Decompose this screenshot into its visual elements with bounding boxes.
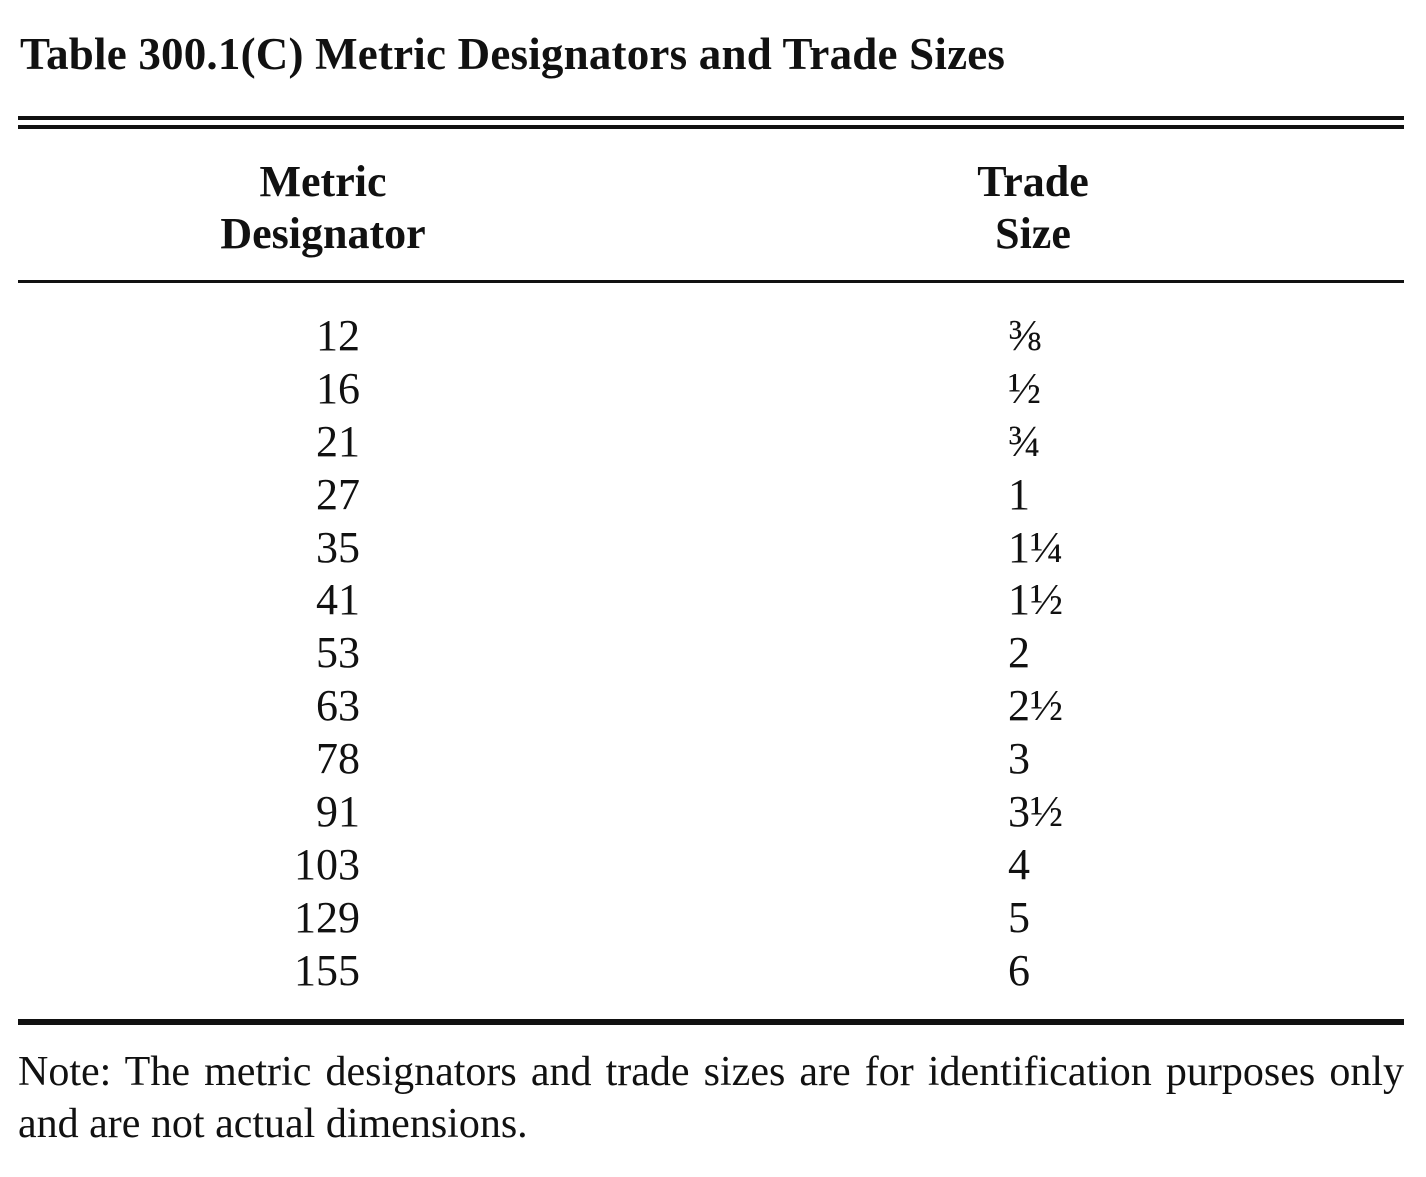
trade-size-cell: 5 xyxy=(1008,892,1030,942)
table-row: 27 1 xyxy=(18,469,1404,522)
metric-designator-cell: 63 xyxy=(316,681,360,731)
trade-size-cell: 3 xyxy=(1008,734,1030,784)
table-row: 91 3½ xyxy=(18,786,1404,839)
table-row: 35 1¼ xyxy=(18,522,1404,575)
column-header-trade-line1: Trade xyxy=(977,157,1089,206)
metric-designator-cell: 91 xyxy=(316,787,360,837)
metric-designator-cell: 21 xyxy=(316,416,360,466)
metric-designator-cell: 35 xyxy=(316,522,360,572)
metric-designator-cell: 155 xyxy=(294,945,360,995)
table-note: Note: The metric designators and trade s… xyxy=(18,1049,1404,1147)
column-header-metric-line2: Designator xyxy=(220,209,426,258)
metric-designator-cell: 27 xyxy=(316,469,360,519)
column-header-trade-size: Trade Size xyxy=(928,156,1138,260)
trade-size-cell: ¾ xyxy=(1008,416,1041,466)
table-row: 41 1½ xyxy=(18,574,1404,627)
trade-size-cell: ½ xyxy=(1008,363,1041,413)
table-row: 155 6 xyxy=(18,945,1404,998)
column-header-metric-designator: Metric Designator xyxy=(198,156,448,260)
bottom-rule xyxy=(18,1019,1404,1025)
table-row: 78 3 xyxy=(18,733,1404,786)
metric-designator-cell: 129 xyxy=(294,892,360,942)
top-double-rule xyxy=(18,116,1404,129)
trade-size-cell: 1 xyxy=(1008,469,1030,519)
metric-designator-cell: 103 xyxy=(294,839,360,889)
metric-designator-cell: 53 xyxy=(316,628,360,678)
trade-size-cell: 6 xyxy=(1008,945,1030,995)
table-row: 12 ⅜ xyxy=(18,310,1404,363)
trade-size-cell: 1½ xyxy=(1008,575,1063,625)
trade-size-cell: 2½ xyxy=(1008,681,1063,731)
trade-size-cell: 4 xyxy=(1008,839,1030,889)
table-row: 16 ½ xyxy=(18,363,1404,416)
table-row: 63 2½ xyxy=(18,680,1404,733)
table-row: 129 5 xyxy=(18,892,1404,945)
table-row: 53 2 xyxy=(18,627,1404,680)
header-rule xyxy=(18,280,1404,283)
metric-designator-cell: 78 xyxy=(316,734,360,784)
metric-designator-cell: 16 xyxy=(316,363,360,413)
metric-designator-cell: 41 xyxy=(316,575,360,625)
metric-designator-cell: 12 xyxy=(316,311,360,360)
trade-size-cell: 1¼ xyxy=(1008,522,1063,572)
table-row: 103 4 xyxy=(18,839,1404,892)
trade-size-cell: 2 xyxy=(1008,628,1030,678)
trade-size-cell: ⅜ xyxy=(1008,311,1041,360)
table-row: 21 ¾ xyxy=(18,416,1404,469)
trade-size-cell: 3½ xyxy=(1008,787,1063,837)
document-page: Table 300.1(C) Metric Designators and Tr… xyxy=(18,0,1404,1177)
column-header-trade-line2: Size xyxy=(995,209,1071,258)
column-header-metric-line1: Metric xyxy=(259,157,387,206)
table-title: Table 300.1(C) Metric Designators and Tr… xyxy=(20,29,1006,79)
table-body: 12 ⅜ 16 ½ 21 ¾ 27 1 35 1¼ 41 1½ 53 2 63 2½ 78 3 9… xyxy=(18,310,1404,998)
